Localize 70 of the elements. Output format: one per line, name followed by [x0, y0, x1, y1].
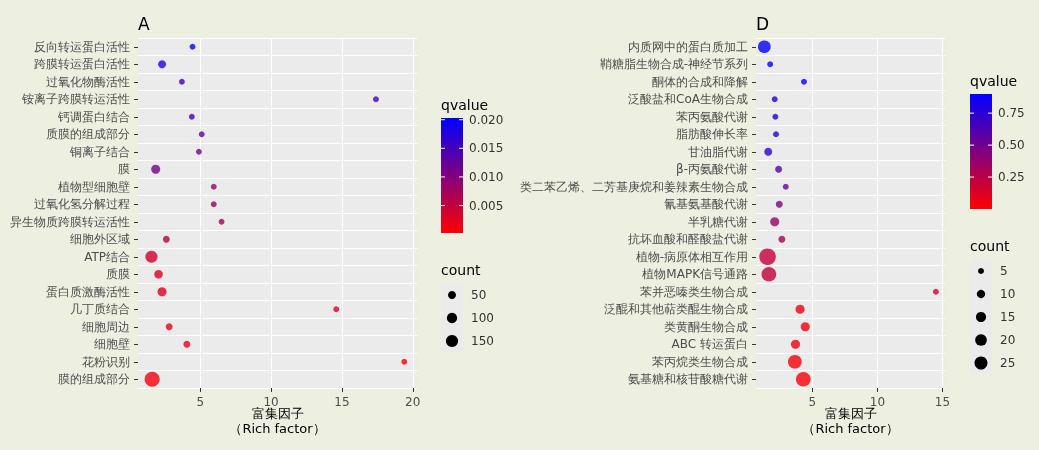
x-tick-label: 5: [808, 395, 817, 409]
y-tick-label: 内质网中的蛋白质加工: [628, 39, 748, 54]
y-tick-label: 细胞外区域: [70, 232, 130, 247]
x-axis-title: 富集因子（Rich factor）: [229, 406, 326, 436]
y-tick-label: 异生物质跨膜转运活性: [10, 214, 130, 229]
y-tick-label: 膜: [118, 162, 130, 177]
x-axis-title: 富集因子（Rich factor）: [802, 406, 899, 436]
y-tick-label: 氰基氨基酸代谢: [664, 197, 748, 212]
legend-title: count: [441, 262, 482, 278]
y-tick-label: 泛醌和其他萜类醌生物合成: [604, 302, 748, 317]
legend-label: 50: [471, 288, 487, 302]
color-bar-title: qvalue: [970, 73, 1018, 89]
y-tick-label: 植物-病原体相互作用: [635, 249, 748, 264]
y-tick-label: 质膜的组成部分: [46, 127, 130, 142]
legend-label: 10: [1000, 287, 1016, 301]
color-bar-label: 0.010: [469, 169, 504, 184]
legend-label: 100: [471, 311, 494, 325]
x-tick-label: 10: [263, 395, 279, 409]
y-tick-label: 细胞周边: [82, 319, 130, 334]
y-tick-label: 类黄酮生物合成: [664, 319, 748, 334]
x-tick-label: 15: [934, 395, 951, 409]
y-tick-label: 苯丙氨酸代谢: [676, 109, 748, 124]
x-tick-label: 20: [405, 395, 421, 409]
legend-label: 20: [1000, 333, 1016, 347]
color-bar-title: qvalue: [441, 97, 489, 113]
legend-label: 25: [1000, 356, 1016, 370]
y-tick-label: 鞘糖脂生物合成-神经节系列: [599, 57, 748, 72]
legend-label: 5: [1000, 264, 1008, 278]
y-tick-label: 反向转运蛋白活性: [34, 39, 130, 54]
y-tick-label: 铵离子跨膜转运活性: [21, 92, 130, 107]
y-tick-label: 脂肪酸伸长率: [676, 127, 748, 142]
color-bar-label: 0.005: [469, 198, 504, 213]
y-tick-label: 过氧化物酶活性: [46, 74, 130, 89]
legend-label: 15: [1000, 310, 1016, 324]
color-bar-label: 0.020: [469, 112, 504, 127]
color-bar-label: 0.25: [998, 170, 1025, 185]
y-tick-label: 苯丙烷类生物合成: [652, 354, 748, 369]
y-tick-label: 甘油脂代谢: [688, 144, 748, 159]
y-tick-label: β-丙氨酸代谢: [676, 162, 748, 177]
color-bar-label: 0.75: [998, 106, 1025, 121]
y-tick-label: 铜离子结合: [69, 144, 130, 159]
legend-title: count: [970, 238, 1011, 254]
y-tick-label: 抗坏血酸和醛酸盐代谢: [628, 232, 748, 247]
y-tick-label: 膜的组成部分: [58, 372, 130, 387]
y-tick-label: 泛酸盐和CoA生物合成: [628, 92, 748, 107]
chart-title: D: [756, 13, 770, 34]
legend-label: 150: [471, 334, 494, 348]
y-tick-label: ABC 转运蛋白: [671, 337, 748, 352]
y-tick-label: 蛋白质激酶活性: [46, 284, 130, 299]
y-tick-label: 植物型细胞壁: [58, 179, 130, 194]
y-tick-label: 钙调蛋白结合: [57, 109, 130, 124]
color-bar-label: 0.50: [998, 138, 1025, 153]
y-tick-label: 类二苯乙烯、二芳基庚烷和姜辣素生物合成: [520, 179, 748, 194]
y-tick-label: 质膜: [106, 267, 130, 282]
chart-title: A: [138, 13, 150, 34]
x-tick-label: 15: [334, 395, 350, 409]
y-tick-label: 几丁质结合: [70, 302, 130, 317]
y-tick-label: 过氧化氢分解过程: [34, 197, 130, 212]
y-tick-label: 酮体的合成和降解: [652, 74, 748, 89]
x-tick-label: 5: [196, 395, 205, 409]
y-tick-label: 跨膜转运蛋白活性: [34, 57, 130, 72]
y-tick-label: 花粉识别: [82, 354, 130, 369]
y-tick-label: ATP结合: [84, 249, 130, 264]
y-tick-label: 半乳糖代谢: [688, 214, 748, 229]
x-tick-label: 10: [869, 395, 886, 409]
y-tick-label: 氨基糖和核苷酸糖代谢: [628, 372, 748, 387]
y-tick-label: 细胞壁: [94, 337, 130, 352]
color-bar-label: 0.015: [469, 141, 504, 156]
y-tick-label: 植物MAPK信号通路: [642, 267, 748, 282]
y-tick-label: 苯并恶嗪类生物合成: [640, 284, 748, 299]
